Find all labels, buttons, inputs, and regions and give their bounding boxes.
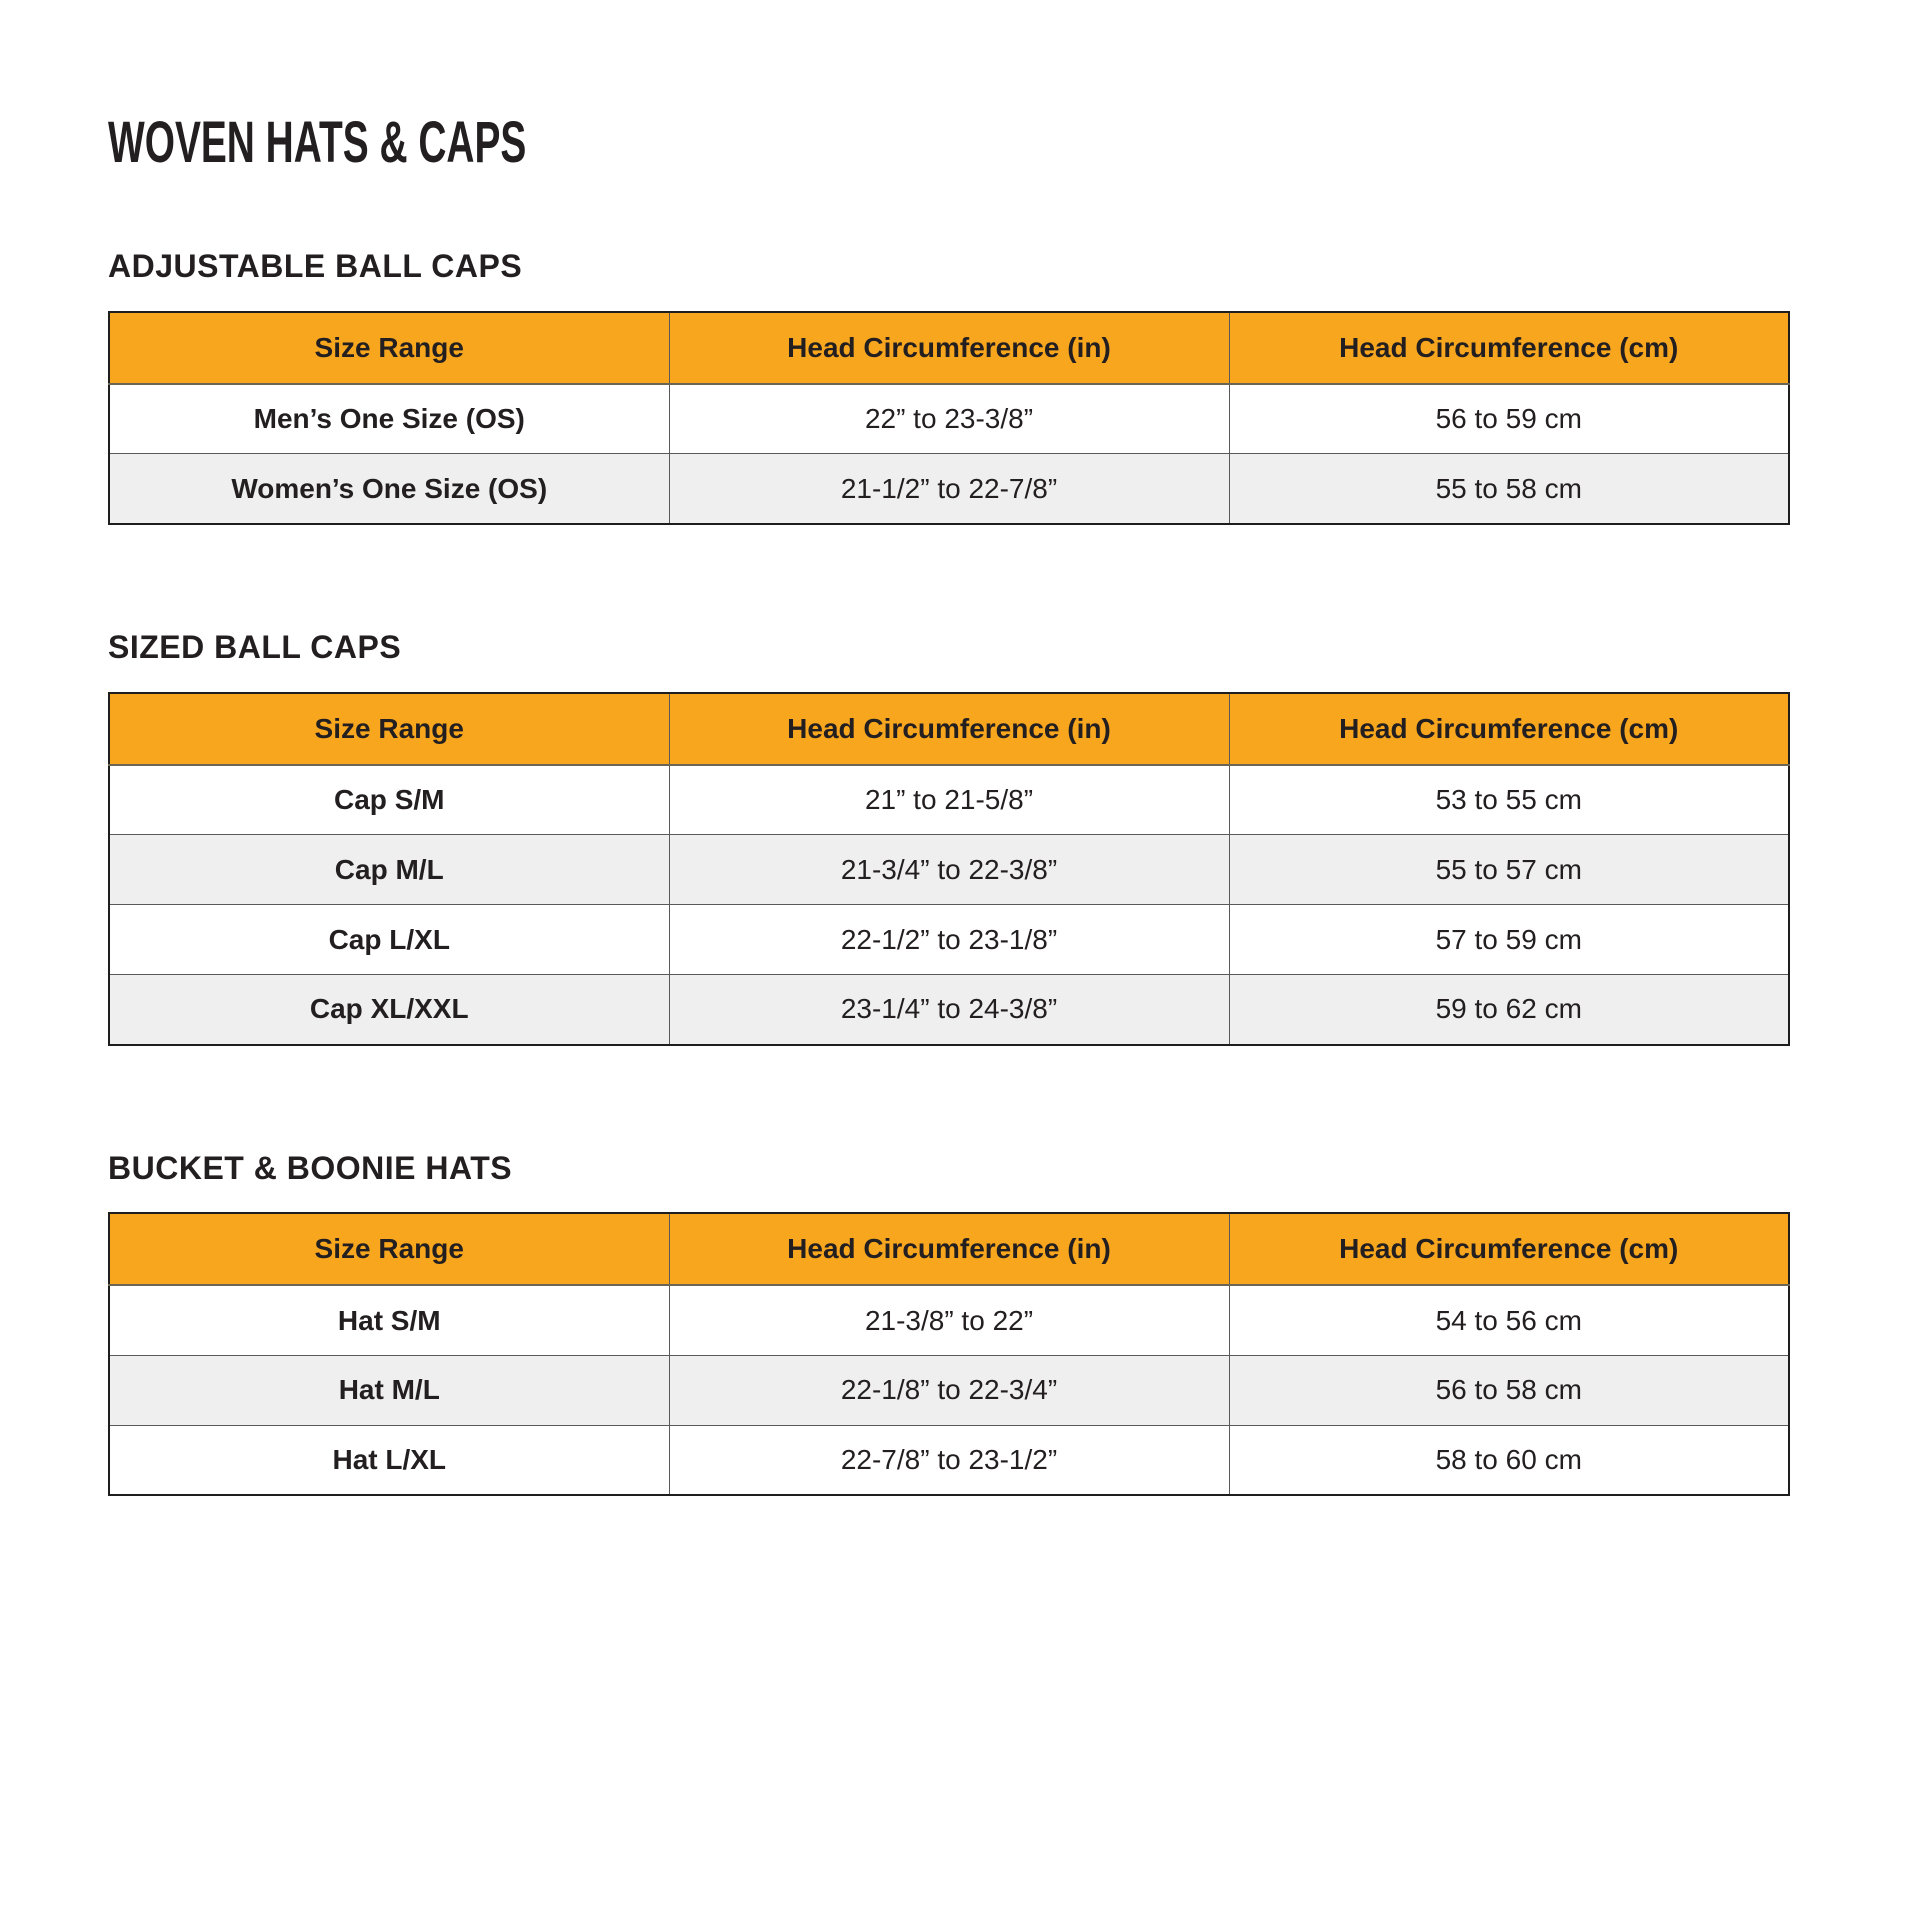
size-table-head: Size Range Head Circumference (in) Head Ci… [108, 311, 1790, 385]
size-table-head: Size Range Head Circumference (in) Head Ci… [108, 1213, 1790, 1287]
size-table: Size Range Head Circumference (in) Head Ci… [108, 691, 1790, 1046]
size-range-cell: Women’s One Size (OS) [108, 453, 670, 525]
table-row: Men’s One Size (OS) 22” to 23-3/8” 56 to 5… [108, 383, 1790, 455]
size-range-cell: Hat L/XL [108, 1424, 670, 1496]
size-table-body: Men’s One Size (OS) 22” to 23-3/8” 56 to 5… [108, 383, 1790, 525]
circumference-in-cell: 21-1/2” to 22-7/8” [668, 453, 1230, 525]
size-range-cell: Cap L/XL [108, 904, 670, 976]
column-header: Size Range [108, 1213, 670, 1287]
circumference-in-cell: 22-7/8” to 23-1/2” [668, 1424, 1230, 1496]
table-row: Cap S/M 21” to 21-5/8” 53 to 55 cm [108, 764, 1790, 836]
size-range-cell: Hat S/M [108, 1284, 670, 1356]
table-header-row: Size Range Head Circumference (in) Head Ci… [108, 1213, 1790, 1287]
size-table-body: Hat S/M 21-3/8” to 22” 54 to 56 cm Hat M/L 2… [108, 1284, 1790, 1496]
circumference-in-cell: 21-3/8” to 22” [668, 1284, 1230, 1356]
size-range-cell: Cap M/L [108, 834, 670, 906]
section-heading: BUCKET & BOONIE HATS [108, 1149, 513, 1186]
column-header: Size Range [108, 692, 670, 766]
section-heading: ADJUSTABLE BALL CAPS [108, 248, 523, 285]
circumference-in-cell: 21” to 21-5/8” [668, 764, 1230, 836]
table-header-row: Size Range Head Circumference (in) Head Ci… [108, 692, 1790, 766]
circumference-cm-cell: 53 to 55 cm [1228, 764, 1790, 836]
size-chart-section: BUCKET & BOONIE HATS Size Range Head Circ… [108, 1150, 1790, 1497]
column-header: Size Range [108, 311, 670, 385]
table-header-row: Size Range Head Circumference (in) Head Ci… [108, 311, 1790, 385]
page-title-text: WOVEN HATS & CAPS [108, 110, 527, 175]
column-header: Head Circumference (cm) [1228, 311, 1790, 385]
size-range-cell: Hat M/L [108, 1354, 670, 1426]
circumference-cm-cell: 55 to 58 cm [1228, 453, 1790, 525]
size-range-cell: Cap XL/XXL [108, 974, 670, 1046]
circumference-cm-cell: 59 to 62 cm [1228, 974, 1790, 1046]
column-header: Head Circumference (cm) [1228, 1213, 1790, 1287]
circumference-in-cell: 22-1/2” to 23-1/8” [668, 904, 1230, 976]
circumference-cm-cell: 58 to 60 cm [1228, 1424, 1790, 1496]
size-table-head: Size Range Head Circumference (in) Head Ci… [108, 692, 1790, 766]
circumference-cm-cell: 54 to 56 cm [1228, 1284, 1790, 1356]
table-row: Cap XL/XXL 23-1/4” to 24-3/8” 59 to 62 cm [108, 974, 1790, 1046]
circumference-cm-cell: 56 to 59 cm [1228, 383, 1790, 455]
size-chart-page: WOVEN HATS & CAPS ADJUSTABLE BALL CAPS S… [108, 110, 1790, 1497]
table-row: Hat L/XL 22-7/8” to 23-1/2” 58 to 60 cm [108, 1424, 1790, 1496]
size-chart-section: ADJUSTABLE BALL CAPS Size Range Head Circ… [108, 248, 1790, 525]
table-row: Cap L/XL 22-1/2” to 23-1/8” 57 to 59 cm [108, 904, 1790, 976]
size-chart-sections: ADJUSTABLE BALL CAPS Size Range Head Circ… [108, 248, 1790, 1497]
circumference-in-cell: 22” to 23-3/8” [668, 383, 1230, 455]
size-table-body: Cap S/M 21” to 21-5/8” 53 to 55 cm Cap M/L 2… [108, 764, 1790, 1046]
size-table: Size Range Head Circumference (in) Head Ci… [108, 310, 1790, 525]
table-row: Hat M/L 22-1/8” to 22-3/4” 56 to 58 cm [108, 1354, 1790, 1426]
table-row: Cap M/L 21-3/4” to 22-3/8” 55 to 57 cm [108, 834, 1790, 906]
circumference-in-cell: 21-3/4” to 22-3/8” [668, 834, 1230, 906]
column-header: Head Circumference (in) [668, 692, 1230, 766]
page-title: WOVEN HATS & CAPS [108, 110, 1790, 175]
circumference-in-cell: 23-1/4” to 24-3/8” [668, 974, 1230, 1046]
circumference-cm-cell: 56 to 58 cm [1228, 1354, 1790, 1426]
size-chart-section: SIZED BALL CAPS Size Range Head Circumfer… [108, 629, 1790, 1046]
circumference-cm-cell: 55 to 57 cm [1228, 834, 1790, 906]
circumference-cm-cell: 57 to 59 cm [1228, 904, 1790, 976]
section-heading: SIZED BALL CAPS [108, 628, 402, 665]
circumference-in-cell: 22-1/8” to 22-3/4” [668, 1354, 1230, 1426]
column-header: Head Circumference (in) [668, 1213, 1230, 1287]
size-range-cell: Cap S/M [108, 764, 670, 836]
size-range-cell: Men’s One Size (OS) [108, 383, 670, 455]
column-header: Head Circumference (in) [668, 311, 1230, 385]
size-table: Size Range Head Circumference (in) Head Ci… [108, 1212, 1790, 1497]
column-header: Head Circumference (cm) [1228, 692, 1790, 766]
table-row: Hat S/M 21-3/8” to 22” 54 to 56 cm [108, 1284, 1790, 1356]
table-row: Women’s One Size (OS) 21-1/2” to 22-7/8” 5… [108, 453, 1790, 525]
